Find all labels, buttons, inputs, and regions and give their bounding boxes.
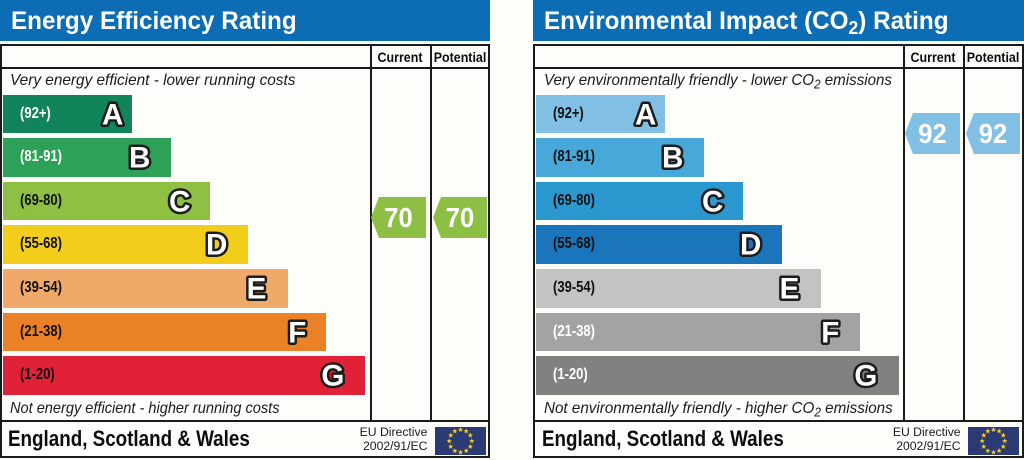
svg-text:B: B (662, 141, 683, 174)
svg-text:D: D (206, 229, 227, 262)
svg-text:C: C (168, 185, 189, 218)
svg-text:D: D (740, 229, 761, 262)
svg-text:F: F (821, 316, 839, 349)
svg-text:C: C (702, 185, 723, 218)
svg-text:E: E (780, 272, 800, 305)
svg-text:A: A (635, 98, 656, 131)
svg-text:A: A (101, 98, 122, 131)
svg-text:G: G (321, 360, 344, 393)
svg-text:G: G (854, 360, 877, 393)
svg-text:E: E (247, 272, 267, 305)
svg-text:F: F (288, 316, 306, 349)
svg-text:B: B (128, 141, 149, 174)
